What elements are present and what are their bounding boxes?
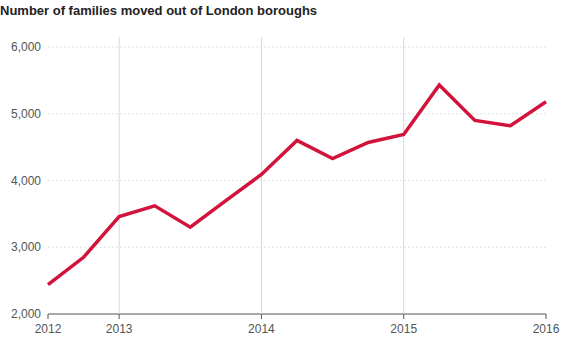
x-tick-label: 2016 [533,322,560,336]
y-gridline [48,113,546,114]
chart-container: Number of families moved out of London b… [0,0,564,343]
y-tick-label: 2,000 [11,307,41,321]
y-gridline [48,180,546,181]
plot-area [48,85,546,285]
chart-svg: Number of families moved out of London b… [0,0,564,343]
y-gridline [48,247,546,248]
x-tick-label: 2014 [248,322,275,336]
y-tick-label: 5,000 [11,107,41,121]
x-tick-label: 2013 [106,322,133,336]
x-gridline [403,37,404,314]
y-tick-label: 4,000 [11,174,41,188]
x-axis-line [48,313,546,314]
x-gridline [119,37,120,314]
x-tick [261,314,262,319]
data-line [48,85,546,285]
x-tick-label: 2012 [35,322,62,336]
y-tick-label: 3,000 [11,240,41,254]
x-tick [403,314,404,319]
y-tick-label: 6,000 [11,40,41,54]
title: Number of families moved out of London b… [0,3,317,18]
x-tick [48,314,49,319]
x-tick-label: 2015 [390,322,417,336]
x-tick [119,314,120,319]
y-gridline [48,47,546,48]
x-tick [546,314,547,319]
